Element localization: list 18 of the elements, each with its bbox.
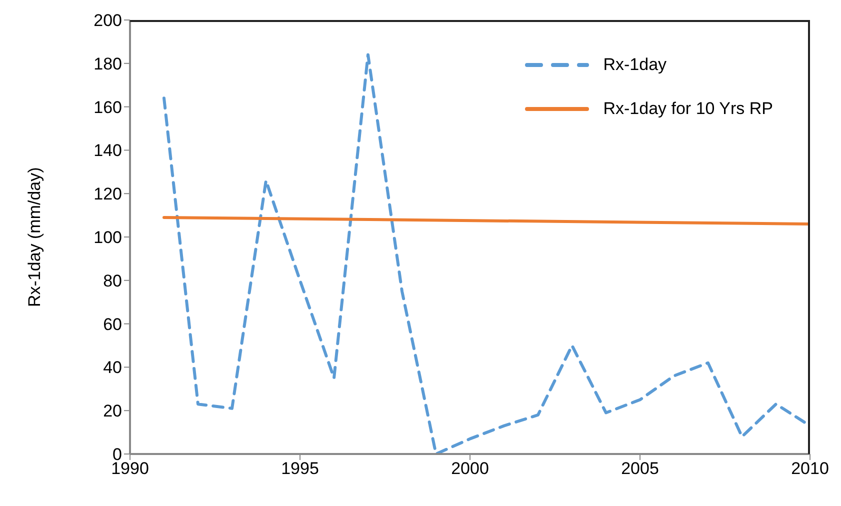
y-tick-label: 60	[103, 314, 122, 334]
x-tick-label: 2000	[451, 459, 489, 478]
x-tick-label: 1995	[281, 459, 319, 478]
y-tick-label: 40	[103, 358, 122, 378]
legend-label: Rx-1day for 10 Yrs RP	[603, 99, 773, 119]
y-axis-title: Rx-1day (mm/day)	[25, 167, 44, 307]
x-tick-label: 2010	[791, 459, 829, 478]
y-tick-label: 80	[103, 271, 122, 290]
x-tick-label: 2005	[621, 459, 659, 478]
y-tick-label: 200	[94, 11, 122, 30]
y-tick-label: 140	[94, 141, 122, 160]
x-tick-label: 1990	[111, 459, 149, 478]
y-tick-label: 160	[94, 98, 122, 117]
y-tick-label: 120	[94, 184, 122, 204]
y-tick-label: 180	[94, 54, 122, 74]
y-tick-label: 100	[94, 228, 122, 248]
legend-label: Rx-1day	[603, 55, 667, 75]
y-tick-label: 20	[103, 402, 122, 421]
